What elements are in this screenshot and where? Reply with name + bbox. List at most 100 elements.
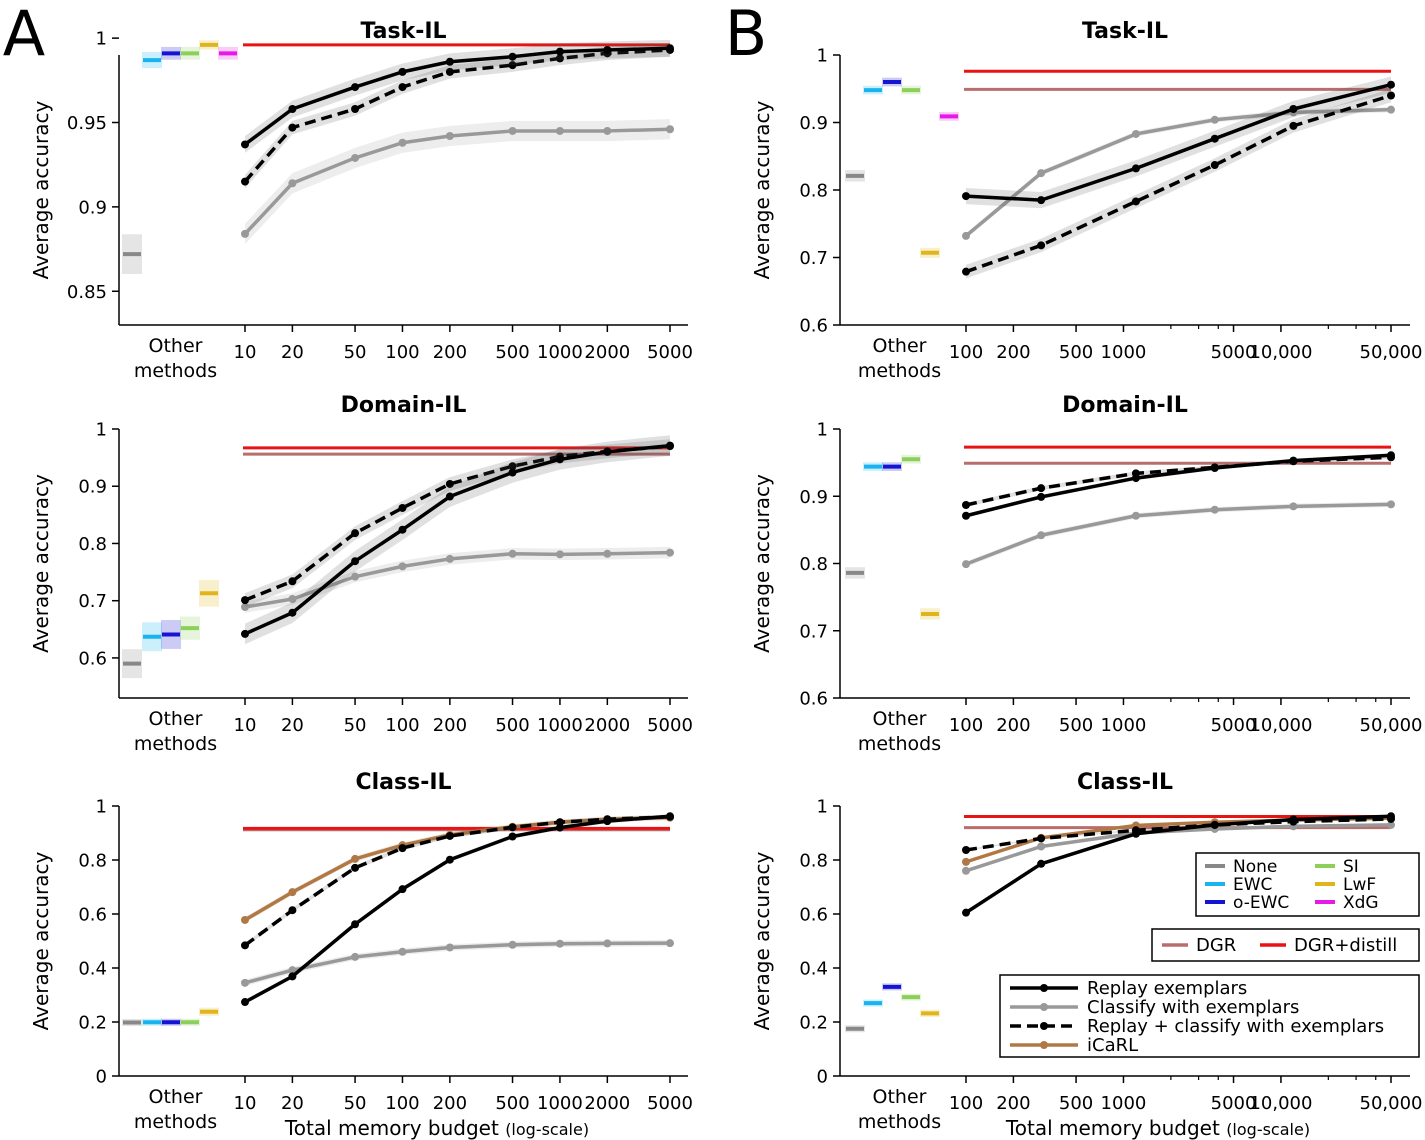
data-point-classify-with-exemplars <box>288 179 297 188</box>
data-point-replay-exemplars <box>351 83 360 92</box>
ci-band-replay-exemplars <box>245 435 670 645</box>
y-axis-label: Average accuracy <box>750 474 774 653</box>
y-tick-label: 0.95 <box>67 113 107 134</box>
data-point-replay-classify-with-exemplars <box>1289 121 1298 130</box>
data-point-classify-with-exemplars <box>445 132 454 140</box>
data-point-classify-with-exemplars <box>351 952 360 961</box>
series-line-replay-exemplars <box>244 814 671 1004</box>
data-point-icarl <box>288 888 297 897</box>
x-tick-label: 200 <box>996 715 1030 736</box>
data-point-replay-classify-with-exemplars <box>1037 241 1046 250</box>
data-point-classify-with-exemplars <box>555 126 564 135</box>
y-tick-label: 1 <box>96 420 107 441</box>
x-tick-label: 5000 <box>1211 1093 1257 1114</box>
x-tick-label: 500 <box>495 342 529 363</box>
other-methods-label: methods <box>858 1111 941 1133</box>
data-point-replay-classify-with-exemplars <box>962 846 970 855</box>
data-point-replay-classify-with-exemplars <box>351 105 360 113</box>
data-point-replay-classify-with-exemplars <box>241 941 249 950</box>
data-point-replay-exemplars <box>508 832 517 841</box>
legend-marker <box>1040 984 1048 992</box>
x-tick-label: 5000 <box>1211 342 1257 363</box>
chart-title: Class-IL <box>355 770 451 795</box>
x-tick-label: 1000 <box>537 342 583 363</box>
ci-band-classify-with-exemplars <box>245 119 670 244</box>
panel-letter-a: A <box>3 0 45 70</box>
data-point-replay-exemplars <box>351 920 360 929</box>
x-tick-label: 20 <box>281 342 304 363</box>
x-tick-label: 500 <box>495 1093 529 1114</box>
y-tick-label: 0.9 <box>799 113 828 134</box>
data-point-replay-classify-with-exemplars <box>962 267 970 276</box>
data-point-replay-classify-with-exemplars <box>241 177 249 186</box>
y-tick-label: 0.6 <box>78 648 107 669</box>
x-tick-label: 500 <box>1059 342 1093 363</box>
other-methods-label: Other <box>149 335 203 357</box>
data-point-replay-exemplars <box>1210 464 1219 473</box>
x-tick-label: 50,000 <box>1360 715 1423 736</box>
y-axis-label: Average accuracy <box>29 474 53 653</box>
x-tick-label: 5000 <box>647 342 693 363</box>
data-point-icarl <box>241 915 249 924</box>
data-point-replay-classify-with-exemplars <box>398 503 407 512</box>
y-axis-label: Average accuracy <box>750 851 774 1030</box>
chart-title: Task-IL <box>1082 19 1168 44</box>
legend-marker <box>1040 1041 1048 1049</box>
x-tick-label: 5000 <box>647 715 693 736</box>
data-point-classify-with-exemplars <box>603 939 612 948</box>
data-point-replay-exemplars <box>603 447 612 456</box>
x-tick-label: 50 <box>344 715 367 736</box>
data-point-replay-exemplars <box>666 44 674 53</box>
data-point-replay-classify-with-exemplars <box>445 67 454 76</box>
other-methods-label: Other <box>873 1086 927 1108</box>
y-axis-label: Average accuracy <box>29 100 53 279</box>
other-methods-label: Other <box>149 1086 203 1108</box>
legend-label: None <box>1233 857 1277 877</box>
y-tick-label: 0.4 <box>78 959 107 980</box>
y-tick-label: 0.8 <box>799 181 828 202</box>
data-point-classify-with-exemplars <box>398 562 407 571</box>
data-point-replay-exemplars <box>1131 164 1140 173</box>
data-point-replay-exemplars <box>1037 492 1046 501</box>
data-point-replay-classify-with-exemplars <box>1037 834 1046 843</box>
data-point-classify-with-exemplars <box>666 939 674 948</box>
data-point-replay-exemplars <box>398 885 407 894</box>
x-tick-label: 100 <box>949 342 983 363</box>
x-tick-label: 10,000 <box>1249 342 1312 363</box>
data-point-classify-with-exemplars <box>1037 531 1046 540</box>
data-point-replay-exemplars <box>666 812 674 821</box>
x-tick-label: 2000 <box>584 715 630 736</box>
legend-marker <box>1040 1022 1048 1030</box>
data-point-classify-with-exemplars <box>666 125 674 134</box>
data-point-replay-exemplars <box>508 52 517 61</box>
data-point-classify-with-exemplars <box>1210 115 1219 124</box>
x-tick-label: 100 <box>949 1093 983 1114</box>
data-point-classify-with-exemplars <box>351 572 360 581</box>
data-point-replay-exemplars <box>398 67 407 76</box>
chart-title: Class-IL <box>1077 770 1173 795</box>
data-point-replay-exemplars <box>351 557 360 566</box>
chart-a-task-il: Task-IL 0.85 0.9 0.95 1 Average accuracy 10 20 5… <box>29 19 693 382</box>
data-point-classify-with-exemplars <box>1131 129 1140 138</box>
y-tick-label: 0.9 <box>78 477 107 498</box>
y-tick-label: 0.7 <box>799 621 828 642</box>
legend-label: DGR+distill <box>1294 935 1397 956</box>
x-tick-label: 50 <box>344 1093 367 1114</box>
data-point-replay-classify-with-exemplars <box>1210 161 1219 170</box>
data-point-classify-with-exemplars <box>962 866 970 875</box>
legend-label: Classify with exemplars <box>1087 997 1299 1018</box>
y-axis-label: Average accuracy <box>750 100 774 279</box>
data-point-replay-exemplars <box>445 57 454 66</box>
x-tick-label: 10 <box>234 342 257 363</box>
x-tick-label: 5000 <box>647 1093 693 1114</box>
chart-b-task-il: Task-IL 0.6 0.7 0.8 0.9 1 Average accuracy 100 2… <box>750 19 1422 382</box>
series-line-classify-with-exemplars <box>964 107 1392 238</box>
legend-marker <box>1040 1003 1048 1011</box>
x-tick-label: 500 <box>1059 1093 1093 1114</box>
x-tick-label: 1000 <box>1101 1093 1147 1114</box>
series-line-classify-with-exemplars <box>965 502 1392 566</box>
data-point-replay-classify-with-exemplars <box>288 906 297 915</box>
x-tick-label: 10,000 <box>1249 715 1312 736</box>
data-point-replay-classify-with-exemplars <box>398 844 407 853</box>
